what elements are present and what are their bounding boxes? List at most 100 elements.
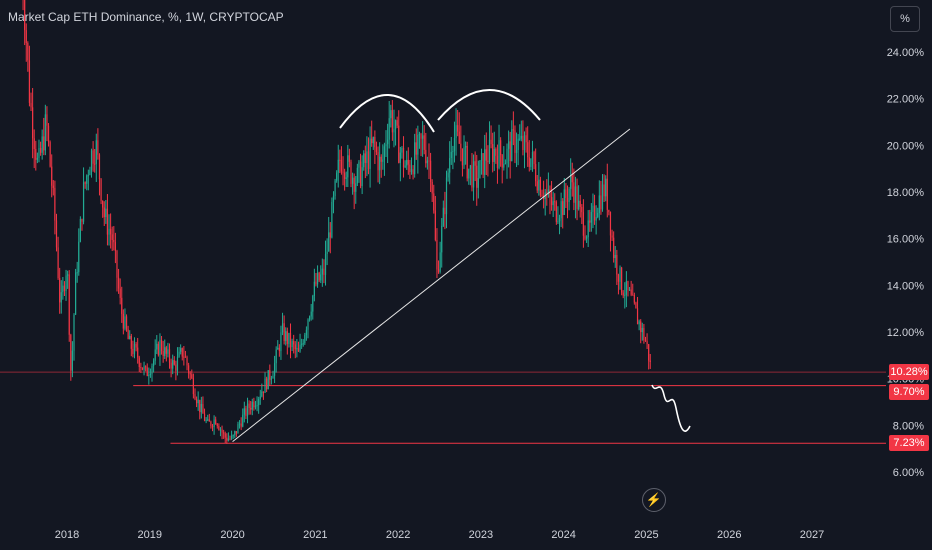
candle-body [100,179,102,201]
candle-body [431,181,433,194]
candle-body [372,137,374,144]
candle-body [393,128,395,133]
candle-body [584,235,586,239]
candle-body [316,272,319,285]
candle-body [84,182,86,184]
candle-body [59,278,61,303]
candle-body [355,183,357,192]
candle-body [124,316,126,329]
candle-body [434,210,436,240]
candle-body [452,151,454,153]
candle-body [328,232,330,252]
candle-body [286,331,288,344]
candle-body [223,432,225,434]
candle-body [92,150,94,164]
candle-body [94,163,96,165]
candle-body [189,373,191,375]
candle-body [309,316,311,320]
candle-body [605,178,607,197]
candle-body [530,158,532,167]
candle-body [437,269,440,272]
candle-body [382,159,384,162]
axis-unit-button[interactable]: % [890,6,920,32]
candle-body [398,125,400,163]
candle-body [283,323,285,341]
candle-body [95,140,97,164]
candle-body [310,311,312,317]
candle-body [613,237,615,259]
price-tag-low: 7.23% [889,435,929,452]
candle-body [476,165,478,188]
candle-body [246,403,249,416]
candle-body [388,118,390,140]
candle-body [426,160,429,164]
candle-body [406,159,408,166]
candle-body [44,114,46,151]
candle-body [369,138,371,169]
y-tick-label: 12.00% [887,327,925,339]
candle-body [517,138,519,150]
candle-body [67,274,69,276]
candle-body [442,207,444,226]
x-axis: 2018 2019 2020 2021 2022 2023 2024 2025 2026 2027 [55,529,824,541]
candle-body [173,360,175,365]
candle-body [267,370,269,390]
candle-body [522,135,524,151]
lightning-bolt-icon[interactable]: ⚡ [642,488,666,512]
price-tag-current: 10.28% [889,364,929,381]
candle-body [234,431,236,436]
candle-body [138,357,140,367]
candle-body [43,136,45,151]
candle-body [116,250,118,278]
candle-body [181,348,183,357]
candle-body [218,425,220,430]
candle-body [251,401,253,410]
candle-body [460,143,462,149]
candle-body [245,408,247,416]
candle-body [127,329,129,340]
candle-body [232,435,234,437]
candle-body [151,365,153,375]
candle-body [417,134,419,155]
candle-body [51,166,53,186]
candle-body [589,220,591,223]
candle-body [533,152,535,165]
candle-body [248,403,250,408]
candle-body [121,297,123,314]
candle-body [235,431,237,434]
candle-body [351,177,354,184]
candle-body [200,404,202,413]
candle-body [243,408,245,415]
candle-body [520,135,522,139]
candle-body [374,137,376,148]
candle-body [157,343,159,356]
candle-body [264,378,266,393]
candle-body [162,351,164,356]
candle-body [86,175,88,184]
candle-body [504,163,507,165]
candle-body [164,347,166,356]
candle-body [503,164,505,168]
candle-body [180,348,182,352]
candle-body [547,189,549,194]
candle-body [62,285,64,293]
candle-body [630,289,632,295]
candle-body [301,343,303,345]
candle-body [493,148,495,162]
candle-body [38,148,40,158]
candle-body [74,272,77,315]
candle-body [312,295,314,312]
candle-body [487,160,489,163]
candle-body [480,153,483,161]
candle-body [156,343,158,350]
candle-body [227,438,230,441]
candle-body [496,155,499,169]
candles-layer [22,0,651,444]
candle-body [485,149,487,161]
candle-body [253,401,255,408]
candle-body [409,164,411,173]
candle-body [565,189,567,198]
candle-body [568,188,570,202]
candle-body [367,151,370,169]
